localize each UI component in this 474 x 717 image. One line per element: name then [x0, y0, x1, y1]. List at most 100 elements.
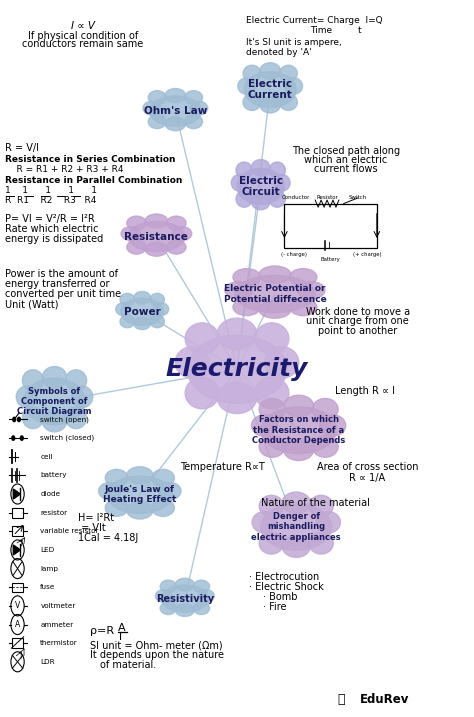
Text: 1    1      1      1      1: 1 1 1 1 1: [5, 186, 97, 195]
Text: R ∝ 1/A: R ∝ 1/A: [349, 473, 385, 483]
Ellipse shape: [217, 318, 257, 350]
Polygon shape: [13, 545, 20, 555]
Ellipse shape: [233, 269, 261, 286]
Ellipse shape: [166, 240, 186, 254]
Ellipse shape: [175, 604, 194, 617]
Ellipse shape: [269, 191, 285, 207]
Text: voltmeter: voltmeter: [40, 603, 76, 609]
Ellipse shape: [65, 407, 87, 429]
Ellipse shape: [283, 439, 314, 460]
Ellipse shape: [22, 370, 44, 391]
Ellipse shape: [282, 492, 310, 513]
Text: V: V: [15, 602, 20, 610]
Ellipse shape: [312, 436, 338, 457]
Ellipse shape: [134, 317, 151, 330]
Ellipse shape: [225, 282, 253, 299]
Ellipse shape: [280, 94, 297, 110]
Ellipse shape: [116, 303, 130, 315]
Ellipse shape: [244, 72, 296, 108]
Ellipse shape: [238, 77, 255, 95]
Text: Temperature R∝T: Temperature R∝T: [181, 462, 265, 473]
Ellipse shape: [22, 407, 44, 429]
Text: I ∝ V: I ∝ V: [71, 21, 95, 31]
Text: R  R1    R2    R3   R4: R R1 R2 R3 R4: [5, 196, 96, 205]
Text: ammeter: ammeter: [40, 622, 73, 627]
Text: conductors remain same: conductors remain same: [22, 39, 144, 49]
Ellipse shape: [193, 602, 210, 614]
Ellipse shape: [148, 115, 166, 128]
Text: Resistance in Series Combination: Resistance in Series Combination: [5, 155, 175, 163]
Ellipse shape: [149, 96, 201, 126]
Ellipse shape: [175, 578, 194, 591]
Ellipse shape: [160, 602, 176, 614]
Ellipse shape: [127, 240, 146, 254]
Text: switch (open): switch (open): [40, 416, 89, 423]
Text: (- charge): (- charge): [281, 252, 307, 257]
Ellipse shape: [193, 580, 210, 593]
Text: H= I²Rt: H= I²Rt: [78, 513, 114, 523]
Ellipse shape: [172, 227, 192, 241]
Ellipse shape: [255, 323, 289, 354]
Text: A: A: [15, 620, 20, 629]
Text: R = V/I: R = V/I: [5, 143, 39, 153]
Ellipse shape: [251, 193, 270, 210]
Ellipse shape: [198, 589, 214, 602]
Text: Area of cross section: Area of cross section: [317, 462, 418, 473]
Ellipse shape: [237, 168, 284, 204]
Text: Resistivity: Resistivity: [156, 594, 214, 604]
Text: which an electric: which an electric: [304, 155, 388, 165]
Ellipse shape: [121, 298, 164, 326]
Text: It's SI unit is ampere,: It's SI unit is ampere,: [246, 38, 342, 47]
Ellipse shape: [65, 370, 87, 391]
Text: Electric Potential or
Potential diffecence: Electric Potential or Potential diffecen…: [224, 284, 326, 304]
Text: EduRev: EduRev: [360, 693, 410, 706]
Ellipse shape: [105, 499, 128, 516]
Text: If physical condition of: If physical condition of: [28, 31, 138, 41]
Ellipse shape: [152, 499, 174, 516]
Text: Resistance: Resistance: [125, 232, 188, 242]
Ellipse shape: [42, 366, 67, 388]
Text: · Electric Shock: · Electric Shock: [249, 582, 324, 592]
Ellipse shape: [297, 282, 325, 299]
Ellipse shape: [120, 315, 135, 328]
Text: battery: battery: [40, 473, 67, 478]
Ellipse shape: [261, 503, 332, 551]
Ellipse shape: [282, 536, 310, 557]
Ellipse shape: [128, 222, 185, 252]
Ellipse shape: [16, 386, 37, 408]
Ellipse shape: [155, 589, 172, 602]
Text: A: A: [118, 623, 125, 633]
Ellipse shape: [243, 94, 261, 110]
Ellipse shape: [185, 377, 219, 409]
Ellipse shape: [261, 407, 337, 454]
Ellipse shape: [175, 347, 209, 378]
Text: energy transferred or: energy transferred or: [5, 279, 109, 289]
Ellipse shape: [259, 495, 283, 517]
Text: Electric
Circuit: Electric Circuit: [238, 176, 283, 197]
Text: Ohm's Law: Ohm's Law: [144, 106, 207, 116]
Ellipse shape: [260, 96, 281, 113]
Text: Work done to move a: Work done to move a: [306, 307, 410, 317]
Ellipse shape: [165, 88, 186, 103]
Ellipse shape: [127, 502, 153, 519]
Text: SI unit = Ohm- meter (Ωm): SI unit = Ohm- meter (Ωm): [90, 640, 223, 650]
Ellipse shape: [280, 65, 297, 82]
Ellipse shape: [259, 301, 291, 318]
Circle shape: [12, 436, 15, 440]
Text: Electric Current= Charge  I=Q: Electric Current= Charge I=Q: [246, 16, 383, 24]
Ellipse shape: [72, 386, 93, 408]
Text: resistor: resistor: [40, 510, 67, 516]
Text: Electricity: Electricity: [166, 357, 308, 381]
Text: l: l: [118, 632, 122, 642]
Ellipse shape: [145, 214, 168, 228]
Ellipse shape: [251, 159, 270, 176]
Text: energy is dissipated: energy is dissipated: [5, 234, 103, 244]
Text: unit charge from one: unit charge from one: [307, 316, 409, 326]
Ellipse shape: [265, 347, 299, 378]
Ellipse shape: [274, 174, 290, 191]
Ellipse shape: [154, 303, 169, 315]
Text: current flows: current flows: [314, 164, 378, 174]
Ellipse shape: [24, 379, 85, 424]
Text: The closed path along: The closed path along: [292, 146, 400, 156]
Ellipse shape: [190, 101, 208, 115]
